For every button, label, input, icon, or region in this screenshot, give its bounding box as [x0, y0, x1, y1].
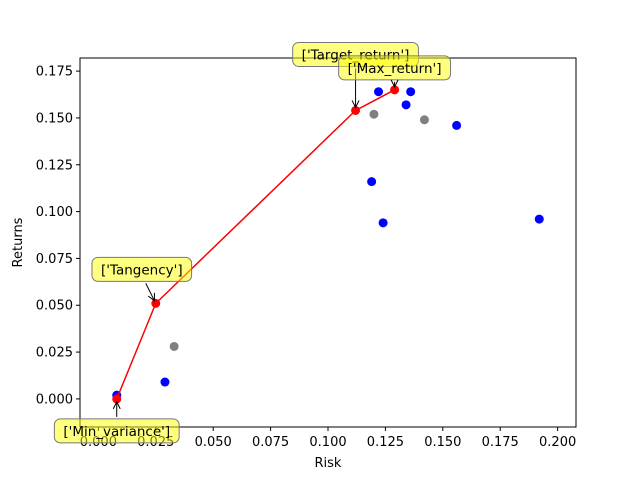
data-point	[390, 85, 400, 95]
annotation-label: ['Min_variance']	[63, 424, 170, 440]
data-point	[419, 115, 429, 125]
x-axis-label: Risk	[315, 456, 342, 471]
series-layer	[112, 85, 544, 404]
data-point	[351, 105, 361, 115]
annotation-box	[338, 55, 452, 81]
data-point	[406, 87, 416, 97]
y-tick-label: 0.075	[36, 252, 73, 267]
frontier-line	[116, 89, 395, 400]
ticks-layer: 0.000 0.025 0.050 0.075 0.100 0.125 0.150 0.175…	[36, 65, 576, 450]
y-tick-label: 0.150	[36, 111, 73, 126]
x-tick-label: 0.125	[367, 435, 404, 450]
annotation-layer: ['Min_variance']['Tangency']['Target_ret…	[53, 41, 452, 444]
y-tick-label: 0.025	[36, 346, 73, 361]
annotation: ['Min_variance']	[53, 400, 180, 444]
y-tick-label: 0.000	[36, 392, 73, 407]
y-tick-label: 0.125	[36, 158, 73, 173]
annotation-box	[53, 418, 180, 444]
x-tick-label: 0.100	[309, 435, 346, 450]
data-point	[452, 120, 462, 130]
x-tick-label: 0.200	[539, 435, 576, 450]
annotation-arrowhead	[112, 400, 121, 410]
data-point	[169, 341, 179, 351]
data-point	[367, 177, 377, 187]
data-point	[112, 394, 122, 404]
annotation-arrowhead	[147, 292, 155, 302]
data-point	[401, 100, 411, 110]
data-point	[374, 87, 384, 97]
annotation-arrow	[145, 283, 155, 301]
data-point	[369, 109, 379, 119]
data-point	[378, 218, 388, 228]
annotation-box	[91, 256, 193, 282]
data-point	[151, 298, 161, 308]
x-tick-label: 0.150	[424, 435, 461, 450]
plot-area	[80, 58, 576, 427]
x-tick-label: 0.050	[195, 435, 232, 450]
y-axis-label: Returns	[11, 217, 26, 267]
y-tick-label: 0.175	[36, 65, 73, 80]
x-tick-label: 0.175	[482, 435, 519, 450]
annotation: ['Max_return']	[338, 55, 452, 88]
annotation: ['Tangency']	[91, 256, 193, 302]
y-tick-label: 0.100	[36, 205, 73, 220]
y-tick-label: 0.050	[36, 299, 73, 314]
data-point	[534, 214, 544, 224]
annotation-label: ['Tangency']	[101, 262, 183, 278]
annotation-arrowhead	[390, 79, 399, 88]
annotation-arrowhead	[351, 100, 360, 109]
data-point	[160, 377, 170, 387]
annotation-label: ['Max_return']	[348, 61, 442, 77]
x-tick-label: 0.075	[252, 435, 289, 450]
